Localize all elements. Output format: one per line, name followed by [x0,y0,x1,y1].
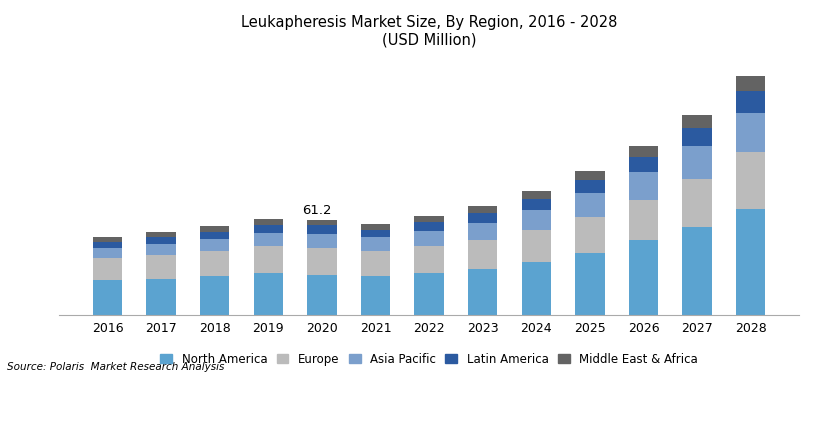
Bar [414,222,444,231]
Bar [93,258,122,280]
Bar [522,262,551,315]
Bar [307,225,337,234]
Bar [200,239,230,251]
Bar [468,269,497,315]
Bar [628,156,659,172]
Bar [361,237,390,251]
Bar [575,193,605,217]
Text: Source: Polaris  Market Research Analysis: Source: Polaris Market Research Analysis [7,362,225,371]
Bar [147,237,176,244]
Bar [254,219,283,225]
Bar [575,217,605,253]
Bar [93,242,122,249]
Bar [307,219,337,225]
Bar [93,237,122,242]
Bar [147,244,176,255]
Text: 61.2: 61.2 [302,204,331,217]
Bar [628,240,659,315]
Bar [628,172,659,200]
Bar [736,114,765,152]
Bar [414,246,444,273]
Bar [736,91,765,114]
Bar [628,146,659,156]
Title: Leukapheresis Market Size, By Region, 2016 - 2028
(USD Million): Leukapheresis Market Size, By Region, 20… [241,15,617,47]
Bar [254,246,283,273]
Bar [361,224,390,230]
Bar [200,226,230,232]
Bar [522,199,551,210]
Bar [147,278,176,315]
Bar [200,232,230,239]
Bar [682,180,711,227]
Bar [522,230,551,262]
Bar [682,128,711,147]
Bar [361,251,390,276]
Bar [736,209,765,315]
Bar [361,276,390,315]
Bar [307,275,337,315]
Bar [200,276,230,315]
Bar [522,191,551,199]
Bar [414,216,444,222]
Bar [147,255,176,278]
Bar [254,225,283,233]
Bar [93,249,122,258]
Bar [575,253,605,315]
Bar [682,147,711,180]
Bar [307,249,337,275]
Bar [93,280,122,315]
Bar [468,223,497,240]
Bar [628,200,659,240]
Bar [361,230,390,237]
Bar [682,115,711,128]
Bar [468,213,497,223]
Bar [575,181,605,193]
Bar [522,210,551,230]
Bar [414,273,444,315]
Bar [682,227,711,315]
Bar [200,251,230,276]
Bar [575,171,605,181]
Bar [254,233,283,246]
Bar [468,206,497,213]
Bar [254,273,283,315]
Bar [468,240,497,269]
Legend: North America, Europe, Asia Pacific, Latin America, Middle East & Africa: North America, Europe, Asia Pacific, Lat… [160,353,698,366]
Bar [414,231,444,246]
Bar [736,76,765,91]
Bar [147,232,176,237]
Bar [307,234,337,249]
Bar [736,152,765,209]
